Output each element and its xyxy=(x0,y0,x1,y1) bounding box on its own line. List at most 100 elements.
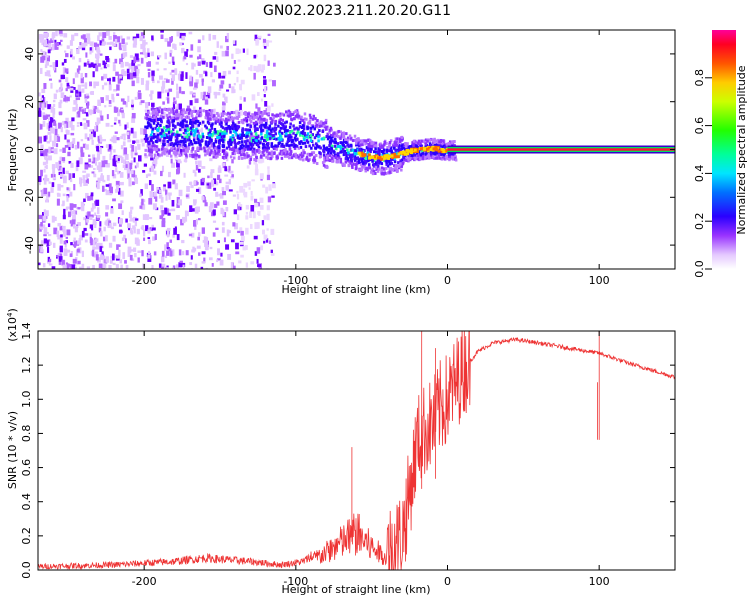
spectrogram-noise-cell xyxy=(245,227,249,235)
spectrogram-band-cell xyxy=(279,112,282,116)
spectrogram-ridge-cell xyxy=(422,147,426,151)
spectrogram-noise-cell xyxy=(124,52,128,57)
spectrogram-noise-cell xyxy=(109,46,112,51)
spectrogram-band-cell xyxy=(197,154,201,158)
spectrogram-noise-cell xyxy=(160,196,164,203)
spectrogram-noise-cell xyxy=(74,225,78,233)
spectrogram-noise-cell xyxy=(176,266,179,269)
spectrogram-noise-cell xyxy=(94,238,99,242)
spectrogram-band-cell xyxy=(445,142,449,146)
spectrogram-band-cell xyxy=(188,128,192,132)
spectrogram-band-cell xyxy=(181,125,184,129)
spectrogram-band-cell xyxy=(178,133,181,137)
spectrogram-noise-cell xyxy=(104,105,107,108)
spectrogram-ridge-cell xyxy=(373,156,377,160)
spectrogram-noise-cell xyxy=(93,167,96,171)
spectrogram-noise-cell xyxy=(108,77,111,85)
spectrogram-band-cell xyxy=(240,120,244,124)
spectrogram-noise-cell xyxy=(108,186,112,192)
spectrogram-ridge-cell xyxy=(434,146,438,150)
spectrogram-band-cell xyxy=(186,138,189,142)
snr-plot-frame xyxy=(37,330,676,571)
snr-y-tick-label: 0.2 xyxy=(20,527,33,545)
spectrogram-band-cell xyxy=(350,159,353,163)
spectrogram-band-cell xyxy=(330,146,333,150)
spectrogram-band-cell xyxy=(358,147,362,151)
spectrogram-x-tick-label: 0 xyxy=(444,274,451,287)
spectrogram-band-cell xyxy=(229,136,232,140)
spectrogram-band-cell xyxy=(420,155,423,159)
spectrogram-noise-cell xyxy=(101,85,105,90)
spectrogram-noise-cell xyxy=(39,67,43,74)
spectrogram-noise-cell xyxy=(210,72,213,78)
spectrogram-ridge-cell xyxy=(393,152,397,156)
spectrogram-band-cell xyxy=(145,134,148,138)
spectrogram-band-cell xyxy=(281,112,284,116)
spectrogram-noise-cell xyxy=(237,59,241,62)
spectrogram-band-cell xyxy=(151,107,154,111)
spectrogram-band-cell xyxy=(161,129,164,133)
spectrogram-band-cell xyxy=(296,113,299,117)
spectrogram-noise-cell xyxy=(205,237,209,243)
spectrogram-noise-cell xyxy=(194,171,197,177)
spectrogram-noise-cell xyxy=(171,249,175,257)
spectrogram-noise-cell xyxy=(120,135,123,140)
spectrogram-band-cell xyxy=(433,152,437,156)
spectrogram-ridge-cell xyxy=(411,148,415,152)
spectrogram-band-cell xyxy=(151,130,154,134)
spectrogram-band-cell xyxy=(296,115,299,119)
spectrogram-band-cell xyxy=(211,151,215,155)
spectrogram-band-cell xyxy=(265,155,268,159)
spectrogram-noise-cell xyxy=(71,210,76,215)
spectrogram-band-cell xyxy=(204,153,207,157)
spectrogram-noise-cell xyxy=(186,105,190,109)
spectrogram-band-cell xyxy=(295,126,298,130)
spectrogram-band-cell xyxy=(225,129,228,133)
spectrogram-noise-cell xyxy=(165,189,168,196)
spectrogram-noise-cell xyxy=(109,222,112,228)
spectrogram-noise-cell xyxy=(250,190,253,196)
spectrogram-noise-cell xyxy=(63,123,67,129)
spectrogram-noise-cell xyxy=(52,177,57,180)
spectrogram-noise-cell xyxy=(93,253,98,258)
spectrogram-noise-cell xyxy=(92,265,95,269)
spectrogram-noise-cell xyxy=(80,201,85,208)
spectrogram-band-cell xyxy=(361,157,364,161)
spectrogram-band-cell xyxy=(284,130,287,134)
spectrogram-noise-cell xyxy=(110,124,114,127)
spectrogram-y-axis-title: Frequency (Hz) xyxy=(6,109,19,192)
spectrogram-band-cell xyxy=(389,139,393,143)
spectrogram-band-cell xyxy=(236,151,240,155)
spectrogram-noise-cell xyxy=(251,132,255,137)
spectrogram-band-cell xyxy=(251,152,255,156)
spectrogram-noise-cell xyxy=(234,223,238,230)
spectrogram-band-cell xyxy=(451,143,454,147)
spectrogram-band-cell xyxy=(264,139,267,143)
spectrogram-band-cell xyxy=(268,152,271,156)
spectrogram-ridge-cell xyxy=(367,153,371,157)
spectrogram-noise-cell xyxy=(102,179,106,183)
spectrogram-band-cell xyxy=(221,134,225,138)
spectrogram-noise-cell xyxy=(273,62,276,67)
spectrogram-noise-cell xyxy=(105,64,110,68)
spectrogram-band-cell xyxy=(223,129,227,133)
spectrogram-noise-cell xyxy=(66,187,69,190)
spectrogram-band-cell xyxy=(432,151,436,155)
spectrogram-band-cell xyxy=(165,124,168,128)
spectrogram-band-cell xyxy=(243,148,247,152)
spectrogram-noise-cell xyxy=(81,230,85,238)
spectrogram-band-cell xyxy=(329,134,333,138)
spectrogram-noise-cell xyxy=(136,58,140,62)
spectrogram-noise-cell xyxy=(79,234,83,241)
spectrogram-band-cell xyxy=(287,137,290,141)
spectrogram-band-cell xyxy=(260,136,264,140)
spectrogram-noise-cell xyxy=(60,167,63,171)
spectrogram-band-cell xyxy=(395,143,399,147)
spectrogram-band-cell xyxy=(344,160,348,164)
spectrogram-noise-cell xyxy=(112,262,116,266)
spectrogram-noise-cell xyxy=(93,81,96,89)
spectrogram-noise-cell xyxy=(50,38,54,43)
spectrogram-band-cell xyxy=(171,107,175,111)
spectrogram-band-cell xyxy=(313,127,316,131)
spectrogram-band-cell xyxy=(249,116,252,120)
